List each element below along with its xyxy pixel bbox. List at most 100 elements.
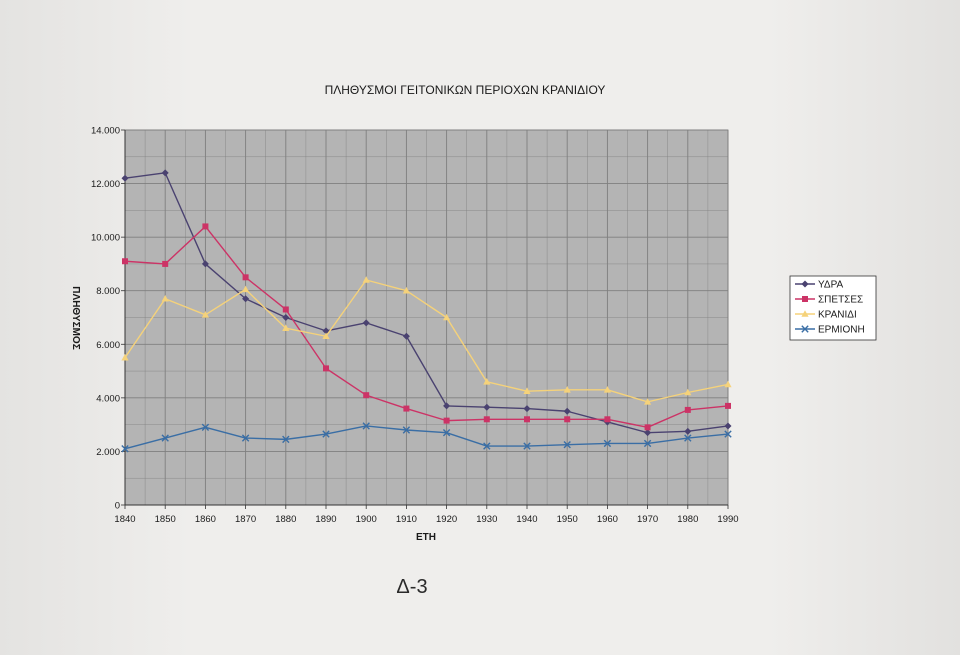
x-marker-stroke: [161, 434, 169, 442]
data-point: [161, 294, 169, 302]
data-point: [443, 402, 451, 410]
data-point: [684, 406, 691, 413]
x-tick-label: 1990: [717, 514, 738, 525]
x-marker-stroke: [201, 423, 210, 432]
x-axis: 1840 1850 1860 1870 1880 1890 1900 1910 1920 1930…: [114, 505, 739, 525]
data-point: [242, 285, 250, 293]
data-point: [121, 174, 129, 182]
data-point: [362, 422, 370, 430]
data-point: [603, 439, 612, 448]
data-point: [483, 403, 491, 411]
x-marker-stroke: [362, 422, 370, 430]
x-marker-stroke: [322, 430, 330, 438]
x-tick-label: 1890: [315, 514, 336, 525]
data-point: [684, 434, 692, 442]
x-marker-stroke: [121, 445, 129, 453]
y-axis: 0 2.000 4.000 6.000 8.000 10.000 12.000 14.000: [91, 126, 125, 512]
x-tick-label: 1970: [637, 514, 658, 525]
data-point: [643, 439, 652, 448]
x-tick-label: 1950: [557, 514, 578, 525]
data-point: [483, 442, 491, 450]
legend: ΥΔΡΑ ΣΠΕΤΣΕΣ ΚΡΑΝΙΔΙ ΕΡΜΙΟΝΗ: [789, 275, 877, 341]
data-point: [282, 314, 290, 321]
data-point: [201, 311, 209, 318]
data-point: [121, 445, 129, 453]
data-point: [443, 313, 451, 321]
data-point: [724, 380, 732, 388]
y-tick-label: 10.000: [91, 233, 120, 244]
data-point: [282, 306, 289, 313]
x-tick-label: 1960: [597, 514, 618, 525]
data-point: [402, 426, 411, 434]
data-point: [563, 441, 571, 449]
y-axis-label: ΠΛΗΘΥΣΜΟΣ: [70, 286, 81, 349]
data-point: [162, 260, 169, 267]
series-layer: [121, 169, 732, 453]
series-line: [124, 425, 729, 450]
x-marker-stroke: [643, 439, 652, 448]
data-point: [121, 353, 129, 361]
x-marker-stroke: [241, 434, 250, 442]
data-point: [322, 430, 330, 438]
data-point: [564, 416, 571, 423]
data-point: [684, 388, 692, 396]
data-point: [202, 223, 209, 230]
legend-item: ΚΡΑΝΙΔΙ: [795, 310, 857, 321]
y-tick-label: 6.000: [96, 340, 120, 351]
data-point: [644, 424, 651, 431]
x-marker-stroke: [563, 441, 571, 449]
series-4: [121, 422, 732, 453]
x-tick-label: 1910: [396, 514, 417, 525]
legend-item: ΕΡΜΙΟΝΗ: [795, 325, 865, 336]
legend-marker: [802, 296, 808, 302]
series-2: [122, 223, 731, 431]
x-marker-stroke: [483, 442, 491, 450]
legend-item: ΥΔΡΑ: [795, 280, 844, 291]
chart-title: ΠΛΗΘΥΣΜΟΙ ΓΕΙΤΟΝΙΚΩΝ ΠΕΡΙΟΧΩΝ ΚΡΑΝΙΔΙΟΥ: [325, 83, 606, 97]
data-point: [323, 365, 329, 372]
data-point: [644, 398, 652, 405]
x-marker-stroke: [801, 325, 809, 333]
data-point: [161, 169, 169, 177]
data-point: [724, 422, 732, 430]
legend-marker: [801, 280, 809, 288]
data-point: [362, 276, 370, 283]
data-point: [603, 386, 611, 393]
data-point: [201, 423, 210, 432]
series-3: [121, 276, 732, 405]
legend-label: ΣΠΕΤΣΕΣ: [818, 295, 863, 306]
x-marker-stroke: [724, 430, 732, 438]
data-point: [483, 416, 490, 423]
x-marker-stroke: [523, 442, 531, 450]
data-point: [363, 392, 370, 399]
data-point: [322, 332, 330, 340]
data-point: [362, 319, 370, 327]
x-marker-stroke: [603, 439, 612, 448]
legend-label: ΥΔΡΑ: [818, 280, 844, 291]
series-line: [124, 225, 729, 429]
data-point: [122, 258, 128, 265]
data-point: [443, 417, 450, 424]
x-tick-label: 1920: [436, 514, 457, 525]
x-tick-label: 1900: [356, 514, 377, 525]
x-tick-label: 1840: [114, 514, 135, 525]
data-point: [161, 434, 169, 442]
x-marker-stroke: [684, 434, 692, 442]
data-point: [563, 407, 571, 415]
x-tick-label: 1880: [275, 514, 296, 525]
page-mark: Δ-3: [396, 576, 427, 598]
data-point: [242, 295, 250, 303]
data-point: [524, 416, 530, 423]
data-point: [403, 405, 410, 412]
x-tick-label: 1860: [195, 514, 216, 525]
y-tick-label: 14.000: [91, 126, 120, 137]
x-marker-stroke: [402, 426, 411, 434]
series-1: [121, 169, 732, 437]
y-tick-label: 2.000: [96, 447, 120, 458]
data-point: [282, 324, 290, 332]
data-point: [724, 430, 732, 438]
data-point: [402, 332, 410, 340]
data-point: [523, 387, 531, 394]
